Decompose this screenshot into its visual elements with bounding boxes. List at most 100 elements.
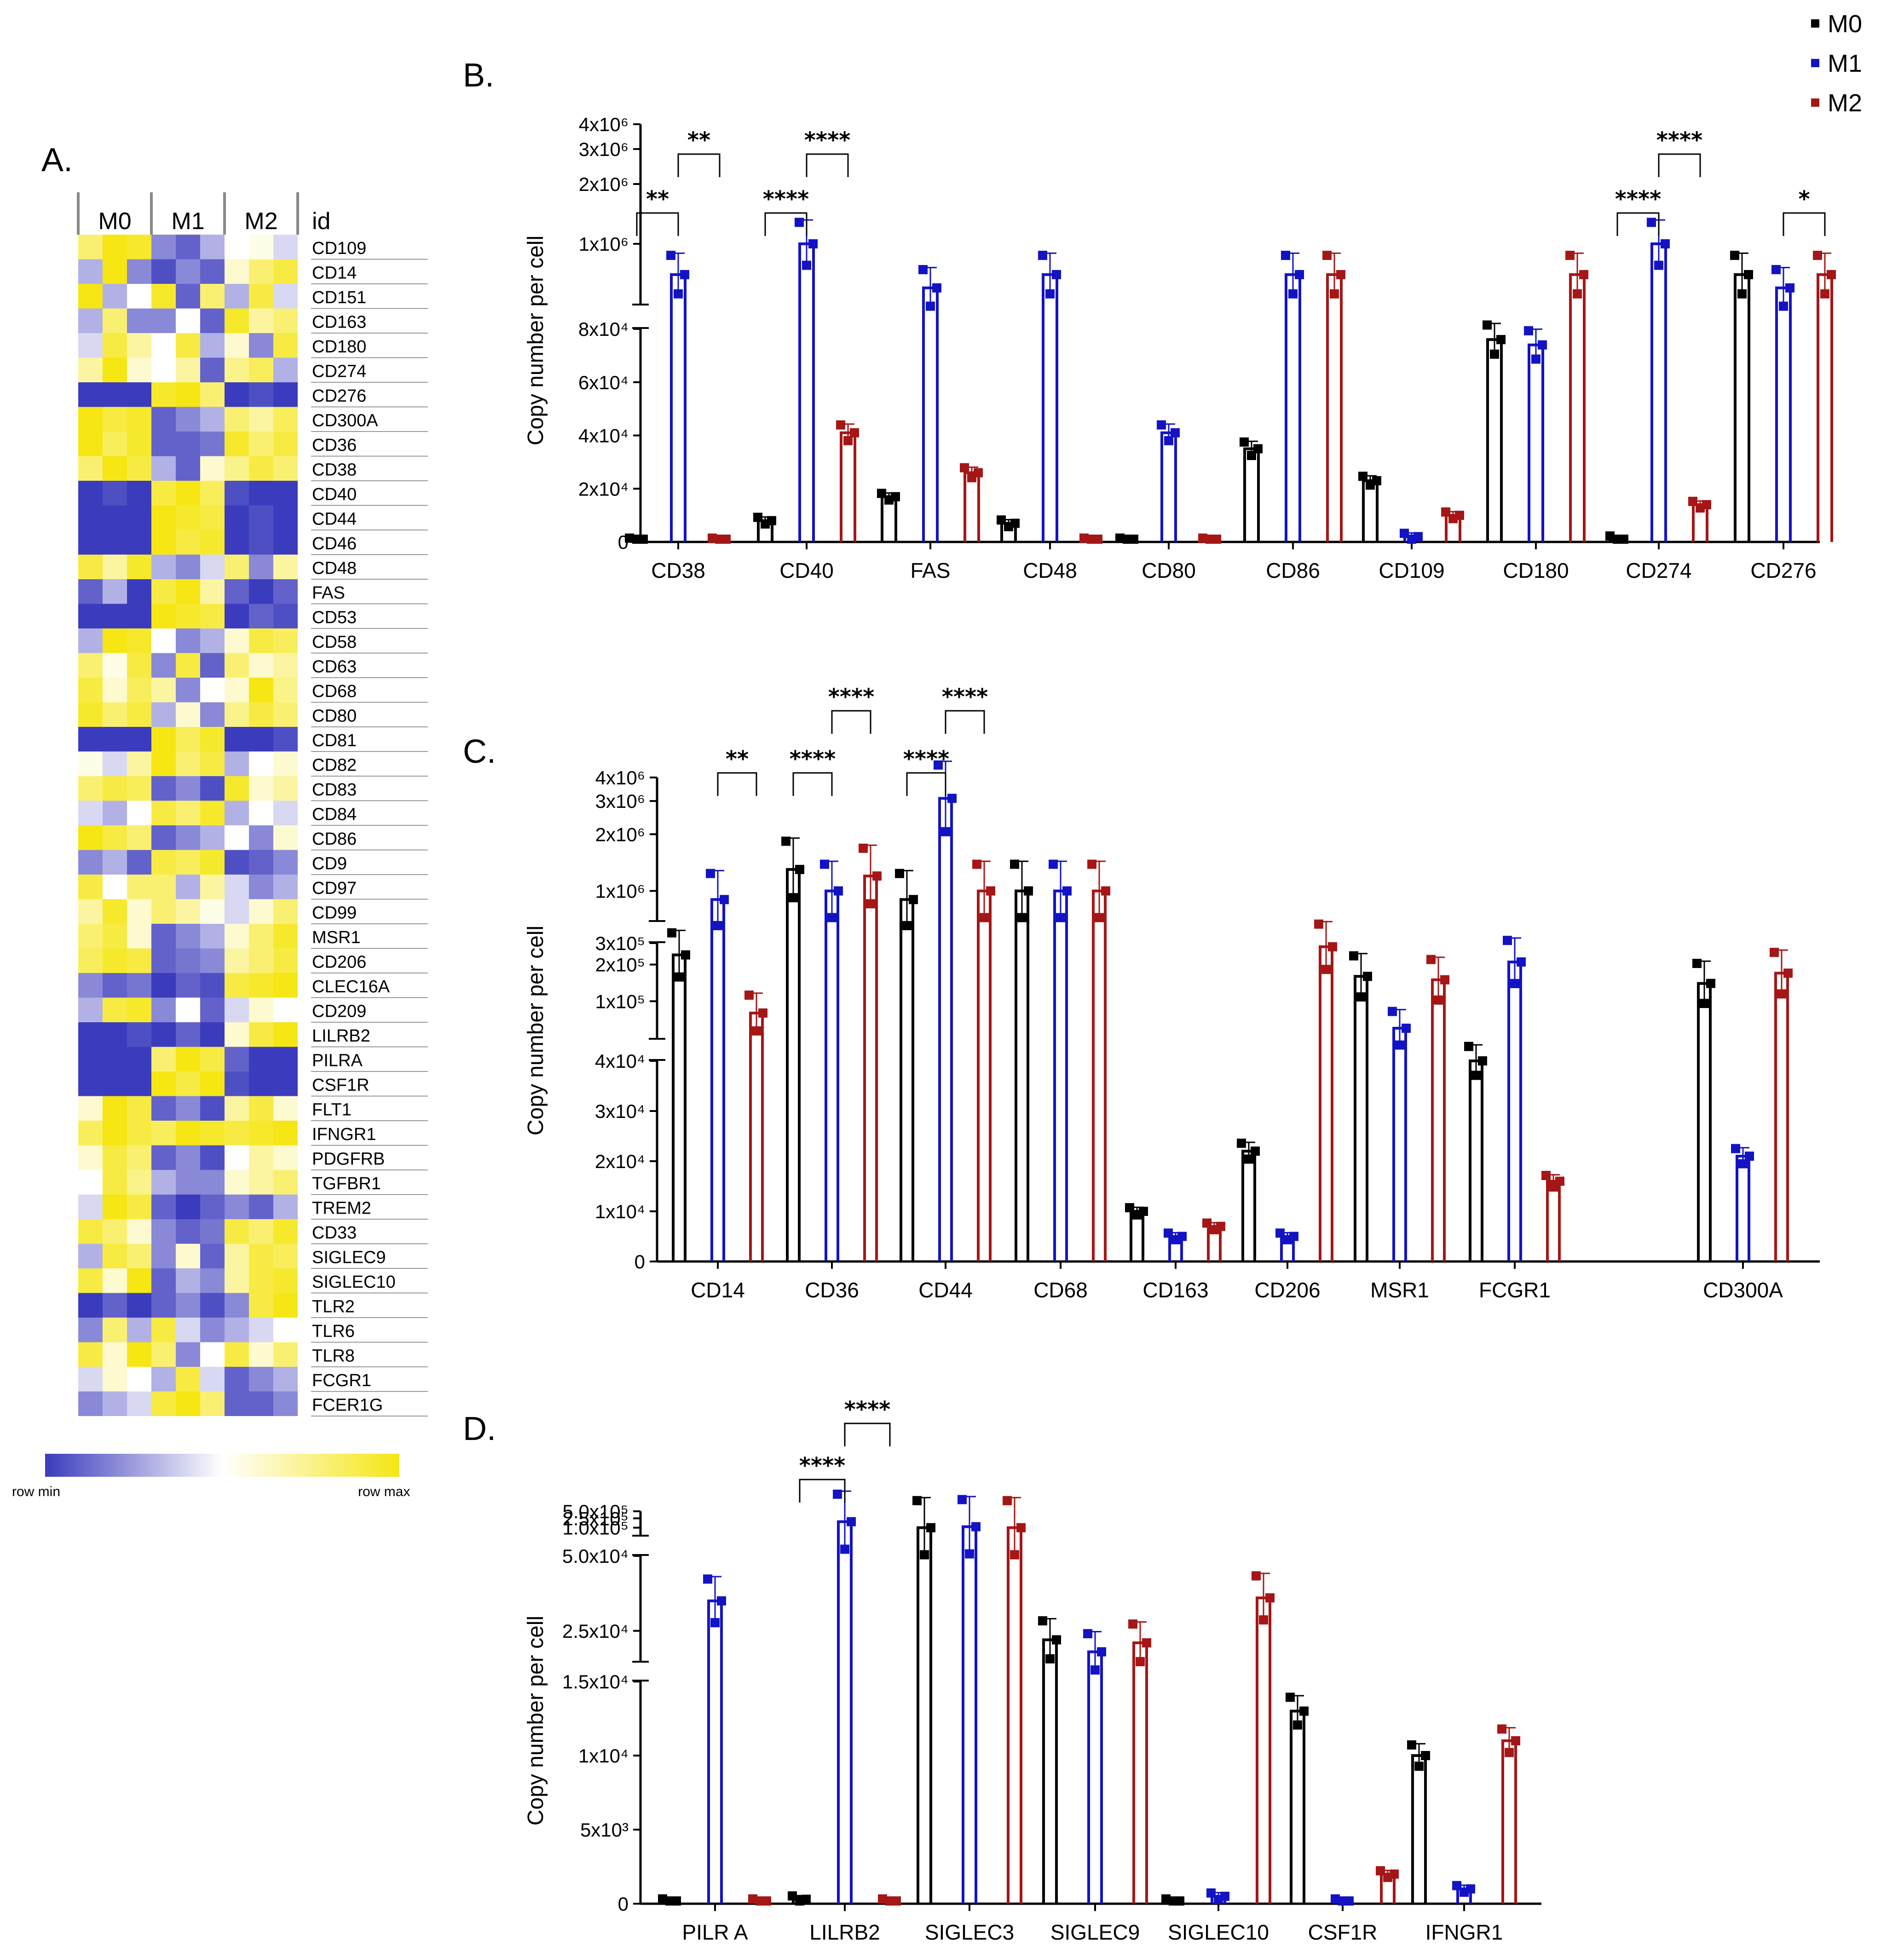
heatmap-cell <box>200 357 225 382</box>
data-point <box>941 827 950 836</box>
heatmap-cell <box>249 850 273 875</box>
data-point <box>658 1894 667 1904</box>
heatmap-cell <box>78 899 103 924</box>
bar <box>1290 1710 1305 1904</box>
x-tick-label: CD206 <box>1254 1278 1320 1302</box>
bar <box>672 953 687 1261</box>
significance-bracket <box>799 1479 846 1503</box>
heatmap-cell <box>273 1194 298 1219</box>
heatmap-cell <box>273 899 298 924</box>
data-point <box>1414 1762 1424 1771</box>
significance-bracket <box>1783 212 1826 236</box>
heatmap-cell <box>249 554 273 579</box>
data-point <box>1511 1736 1520 1745</box>
heatmap-gene-label: CD68 <box>312 682 357 701</box>
data-point <box>918 265 928 275</box>
heatmap-cell <box>127 1293 151 1318</box>
heatmap-cell <box>103 284 127 309</box>
heatmap-cell <box>127 924 151 949</box>
heatmap-cell <box>103 1268 127 1293</box>
data-point <box>1240 437 1249 447</box>
heatmap-cell <box>249 579 273 604</box>
significance-label: **** <box>1615 186 1661 212</box>
heatmap-scale-min-label: row min <box>12 1484 60 1499</box>
data-point <box>1745 1152 1754 1161</box>
heatmap-cell <box>273 432 298 456</box>
heatmap-cell <box>78 1145 103 1170</box>
x-tick-label: CD86 <box>1266 559 1320 582</box>
heatmap-cell <box>225 1194 249 1219</box>
heatmap-gene-label: FLT1 <box>312 1100 352 1120</box>
heatmap-cell <box>176 1121 200 1146</box>
significance-label: **** <box>790 746 836 772</box>
heatmap-cell <box>151 751 176 776</box>
heatmap-cell <box>78 751 103 776</box>
heatmap-cell <box>200 1219 225 1244</box>
heatmap-cell <box>176 1342 200 1367</box>
data-point <box>926 301 935 311</box>
heatmap-cell <box>151 259 176 284</box>
data-point <box>1125 1203 1134 1213</box>
heatmap-cell <box>103 1293 127 1318</box>
heatmap-cell <box>78 1194 103 1219</box>
data-point <box>1295 270 1304 279</box>
heatmap-cell <box>225 1022 249 1047</box>
heatmap-cell <box>176 1293 200 1318</box>
heatmap-cell <box>78 382 103 407</box>
data-point <box>1541 1171 1551 1181</box>
x-tick-label: CD14 <box>691 1278 745 1302</box>
data-point <box>1052 1635 1061 1645</box>
heatmap-cell <box>151 456 176 481</box>
heatmap-cells <box>78 235 298 1416</box>
data-point <box>753 513 762 522</box>
heatmap-gene-labels: CD109 CD14 CD151 CD163 CD180 CD274 CD276 CD300A… <box>311 239 428 1417</box>
heatmap-cell <box>103 357 127 382</box>
legend-label-m0: M0 <box>1828 10 1862 38</box>
heatmap-cell <box>151 505 176 530</box>
heatmap-cell <box>200 481 225 506</box>
heatmap-cell <box>176 973 200 998</box>
heatmap-cell <box>103 825 127 850</box>
heatmap-cell <box>78 530 103 555</box>
heatmap-cell <box>127 1391 151 1416</box>
data-point <box>1372 476 1381 485</box>
data-point <box>1017 913 1027 922</box>
heatmap-cell <box>200 1096 225 1121</box>
data-point <box>878 1894 887 1904</box>
panel-label-a: A. <box>41 142 73 179</box>
y-tick-label: 6x10⁴ <box>578 372 629 393</box>
heatmap-cell <box>103 1022 127 1047</box>
heatmap-cell <box>78 653 103 678</box>
heatmap-cell <box>127 456 151 481</box>
heatmap-cell <box>151 653 176 678</box>
heatmap-cell <box>249 1219 273 1244</box>
y-tick-label: 3x10⁶ <box>579 138 629 160</box>
heatmap-cell <box>273 997 298 1022</box>
bar <box>1817 273 1833 542</box>
bar <box>1354 975 1368 1261</box>
data-point <box>1275 1228 1285 1238</box>
data-point <box>708 533 717 543</box>
heatmap-cell <box>225 899 249 924</box>
y-tick-label: 2.5x10⁵ <box>562 1508 629 1529</box>
heatmap-cell <box>127 357 151 382</box>
heatmap-cell <box>200 653 225 678</box>
bar <box>1241 1150 1256 1261</box>
heatmap-group-label: M0 <box>98 208 131 235</box>
x-tick-label: FAS <box>911 559 951 582</box>
bar <box>1528 343 1544 542</box>
significance-label: **** <box>804 127 850 153</box>
heatmap-cell <box>225 1268 249 1293</box>
heatmap-gene-label: CD300A <box>312 411 378 431</box>
data-point <box>1142 1638 1151 1647</box>
heatmap-cell <box>249 924 273 949</box>
heatmap-cell <box>103 678 127 703</box>
heatmap-cell <box>103 948 127 973</box>
heatmap-cell <box>78 554 103 579</box>
heatmap-cell <box>176 407 200 432</box>
bar <box>1132 1641 1148 1904</box>
data-point <box>1010 518 1020 528</box>
heatmap-cell <box>151 678 176 703</box>
heatmap-cell <box>151 1096 176 1121</box>
data-point <box>980 913 989 922</box>
